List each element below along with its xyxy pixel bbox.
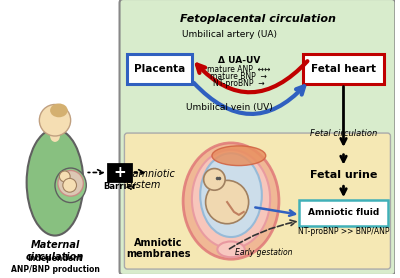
Circle shape bbox=[63, 178, 76, 192]
Text: NT-proBNP  →: NT-proBNP → bbox=[213, 79, 265, 88]
Text: Fetal heart: Fetal heart bbox=[311, 64, 376, 74]
Text: Δ UA-UV: Δ UA-UV bbox=[218, 56, 260, 65]
Ellipse shape bbox=[27, 129, 83, 235]
Ellipse shape bbox=[55, 168, 86, 203]
Text: Maternal
circulation: Maternal circulation bbox=[26, 240, 84, 262]
FancyBboxPatch shape bbox=[300, 200, 388, 226]
Text: Barrier: Barrier bbox=[103, 182, 136, 191]
Ellipse shape bbox=[200, 153, 262, 237]
Text: Independent
ANP/BNP production: Independent ANP/BNP production bbox=[10, 254, 100, 274]
Text: Amniotic fluid: Amniotic fluid bbox=[308, 208, 379, 217]
Text: mature BNP  →: mature BNP → bbox=[210, 72, 267, 81]
FancyBboxPatch shape bbox=[303, 54, 384, 84]
Circle shape bbox=[58, 170, 83, 196]
FancyBboxPatch shape bbox=[108, 164, 131, 181]
Text: mature ANP  ↔↔: mature ANP ↔↔ bbox=[207, 65, 270, 74]
Text: Early gestation: Early gestation bbox=[234, 248, 292, 257]
Text: Fetoamniotic
system: Fetoamniotic system bbox=[112, 168, 176, 190]
Ellipse shape bbox=[192, 150, 270, 248]
Ellipse shape bbox=[212, 146, 266, 166]
FancyArrowPatch shape bbox=[197, 61, 307, 92]
FancyBboxPatch shape bbox=[127, 54, 192, 84]
Text: NT-proBNP >> BNP/ANP: NT-proBNP >> BNP/ANP bbox=[298, 227, 389, 236]
FancyArrowPatch shape bbox=[194, 83, 304, 114]
Text: Umbilical vein (UV): Umbilical vein (UV) bbox=[186, 103, 272, 111]
FancyBboxPatch shape bbox=[120, 0, 395, 275]
Text: Fetal urine: Fetal urine bbox=[310, 170, 377, 180]
Text: Fetoplacental circulation: Fetoplacental circulation bbox=[180, 14, 336, 24]
Circle shape bbox=[59, 171, 70, 182]
Circle shape bbox=[39, 105, 71, 136]
Text: Amniotic
membranes: Amniotic membranes bbox=[126, 238, 191, 259]
Ellipse shape bbox=[217, 242, 245, 257]
Text: Placenta: Placenta bbox=[134, 64, 185, 74]
Circle shape bbox=[204, 168, 225, 190]
FancyBboxPatch shape bbox=[124, 133, 390, 269]
Ellipse shape bbox=[50, 130, 60, 142]
Text: +: + bbox=[113, 165, 126, 180]
Ellipse shape bbox=[50, 103, 68, 117]
Ellipse shape bbox=[183, 143, 279, 259]
Circle shape bbox=[206, 180, 249, 224]
Text: Umbilical artery (UA): Umbilical artery (UA) bbox=[182, 29, 276, 39]
Text: Fetal circulation: Fetal circulation bbox=[310, 129, 377, 138]
